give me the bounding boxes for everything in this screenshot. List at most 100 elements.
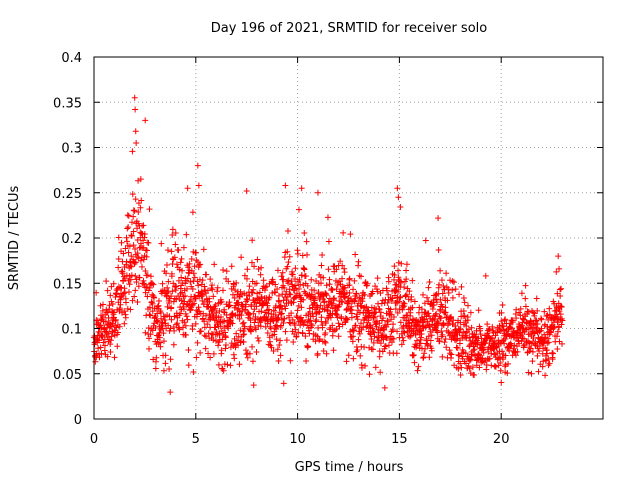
data-point [354,316,361,323]
data-point [111,354,118,361]
data-point [544,335,551,342]
data-point [142,267,149,274]
data-point [130,242,137,249]
data-point [224,361,231,368]
data-point [278,311,285,318]
data-point [333,266,340,273]
data-point [345,352,352,359]
data-point [540,358,547,365]
data-point [557,302,564,309]
data-point [168,304,175,311]
data-point [393,350,400,357]
data-point [500,326,507,333]
data-point [536,348,543,355]
data-point [278,306,285,313]
data-point [304,251,311,258]
data-point [107,348,114,355]
data-point [128,263,135,270]
data-point [456,291,463,298]
data-point [208,285,215,292]
data-point [242,306,249,313]
data-point [321,338,328,345]
data-point [140,237,147,244]
data-point [396,306,403,313]
data-point [399,334,406,341]
data-point [296,276,303,283]
data-point [418,331,425,338]
data-point [289,268,296,275]
data-point [178,255,185,262]
data-point [270,307,277,314]
data-point [101,325,108,332]
data-point [502,363,509,370]
data-point [299,329,306,336]
data-point [236,292,243,299]
data-point [125,249,132,256]
data-point [372,283,379,290]
data-point [188,255,195,262]
y-tick-label: 0.25 [53,187,82,202]
data-point [183,231,190,238]
data-point [137,257,144,264]
data-point [182,293,189,300]
data-point [394,328,401,335]
data-point [501,317,508,324]
data-point [184,285,191,292]
data-point [149,300,156,307]
data-point [471,346,478,353]
data-point [102,318,109,325]
data-point [97,302,104,309]
data-point [533,317,540,324]
data-point [345,300,352,307]
data-point [136,274,143,281]
data-point [173,283,180,290]
data-point [199,277,206,284]
data-point [223,268,230,275]
data-point [101,342,108,349]
data-point [432,312,439,319]
data-point [171,254,178,261]
data-point [531,310,538,317]
data-point [142,289,149,296]
data-point [147,273,154,280]
data-point [301,319,308,326]
data-point [466,334,473,341]
data-point [384,299,391,306]
data-point [287,291,294,298]
data-point [260,277,267,284]
data-point [131,94,138,101]
data-point [218,347,225,354]
data-point [398,341,405,348]
data-point [460,294,467,301]
data-point [99,301,106,308]
data-point [154,310,161,317]
data-point [376,353,383,360]
data-point [199,297,206,304]
data-point [455,351,462,358]
data-point [418,306,425,313]
data-point [200,246,207,253]
data-point [105,330,112,337]
data-point [175,247,182,254]
data-point [448,313,455,320]
data-point [135,283,142,290]
data-point [285,280,292,287]
x-tick-label: 20 [493,432,510,447]
data-point [189,326,196,333]
data-point [255,337,262,344]
data-point [556,265,563,272]
data-point [300,296,307,303]
data-point [284,227,291,234]
data-point [314,303,321,310]
data-point [137,176,144,183]
data-point [438,277,445,284]
data-point [249,289,256,296]
data-point [355,336,362,343]
data-point [181,319,188,326]
data-point [283,288,290,295]
data-point [516,340,523,347]
data-point [241,325,248,332]
data-point [138,240,145,247]
data-point [167,356,174,363]
data-point [509,319,516,326]
